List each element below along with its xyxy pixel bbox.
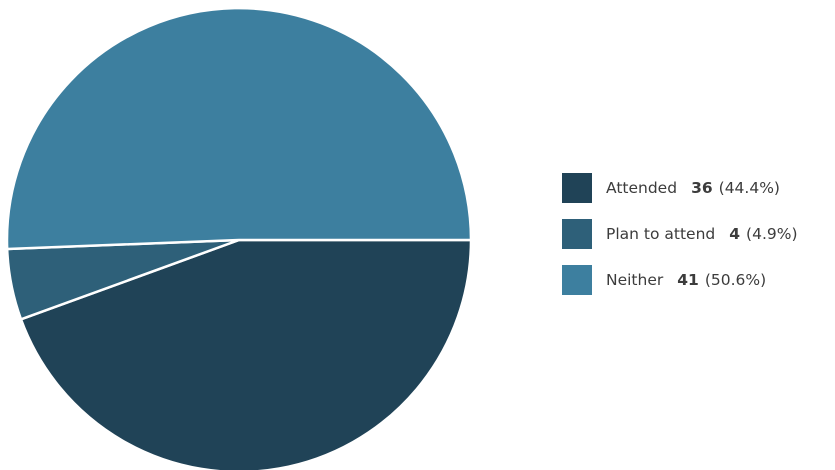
legend: Attended 36 (44.4%) Plan to attend 4 (4.… — [562, 173, 832, 311]
legend-label-plan-to-attend: Plan to attend — [606, 225, 716, 243]
legend-count-plan-to-attend: 4 — [729, 225, 741, 243]
legend-item-plan-to-attend[interactable]: Plan to attend 4 (4.9%) — [562, 219, 832, 249]
legend-item-neither[interactable]: Neither 41 (50.6%) — [562, 265, 832, 295]
legend-swatch-plan-to-attend — [562, 219, 592, 249]
legend-percent-plan-to-attend: (4.9%) — [746, 225, 798, 243]
legend-label-neither: Neither — [606, 271, 664, 289]
pie-slice-attended[interactable] — [19, 238, 473, 470]
legend-label-attended: Attended — [606, 179, 678, 197]
legend-count-neither: 41 — [677, 271, 699, 289]
legend-swatch-neither — [562, 265, 592, 295]
legend-count-attended: 36 — [691, 179, 713, 197]
legend-percent-neither: (50.6%) — [704, 271, 767, 289]
pie-slice-neither[interactable] — [5, 6, 473, 251]
legend-swatch-attended — [562, 173, 592, 203]
legend-percent-attended: (44.4%) — [718, 179, 780, 197]
pie-chart — [5, 6, 473, 470]
legend-item-attended[interactable]: Attended 36 (44.4%) — [562, 173, 832, 203]
